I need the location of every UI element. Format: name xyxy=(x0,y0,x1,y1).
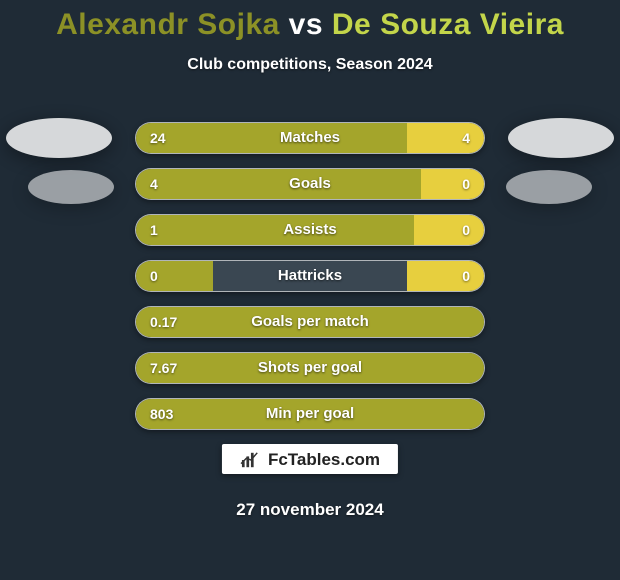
stat-row: 803Min per goal xyxy=(135,398,485,430)
stat-left-value: 0 xyxy=(136,261,213,291)
player2-avatar-secondary xyxy=(506,170,592,204)
stat-row: 7.67Shots per goal xyxy=(135,352,485,384)
title-player1: Alexandr Sojka xyxy=(56,8,280,41)
stat-right-value: 0 xyxy=(414,215,484,245)
player1-avatar-secondary xyxy=(28,170,114,204)
title-player2: De Souza Vieira xyxy=(332,8,564,41)
stat-row: 00Hattricks xyxy=(135,260,485,292)
stat-left-value: 803 xyxy=(136,399,484,429)
player2-avatar-primary xyxy=(508,118,614,158)
chart-bars-icon xyxy=(240,451,262,469)
stat-row: 0.17Goals per match xyxy=(135,306,485,338)
stat-left-value: 7.67 xyxy=(136,353,484,383)
page-title: Alexandr Sojka vs De Souza Vieira xyxy=(0,0,620,42)
comparison-bars: 244Matches40Goals10Assists00Hattricks0.1… xyxy=(135,122,485,444)
stat-left-value: 24 xyxy=(136,123,407,153)
stat-left-value: 0.17 xyxy=(136,307,484,337)
stat-right-value: 0 xyxy=(407,261,484,291)
footer-brand: FcTables.com xyxy=(268,450,380,470)
subtitle: Club competitions, Season 2024 xyxy=(0,56,620,74)
player1-avatar-primary xyxy=(6,118,112,158)
stat-row: 244Matches xyxy=(135,122,485,154)
stat-left-value: 4 xyxy=(136,169,421,199)
comparison-card: Alexandr Sojka vs De Souza Vieira Club c… xyxy=(0,0,620,580)
footer-date: 27 november 2024 xyxy=(0,500,620,520)
stat-right-value: 0 xyxy=(421,169,484,199)
stat-row: 10Assists xyxy=(135,214,485,246)
footer-logo: FcTables.com xyxy=(222,444,398,474)
stat-left-value: 1 xyxy=(136,215,414,245)
stat-right-value: 4 xyxy=(407,123,484,153)
title-vs: vs xyxy=(289,8,323,41)
stat-row: 40Goals xyxy=(135,168,485,200)
